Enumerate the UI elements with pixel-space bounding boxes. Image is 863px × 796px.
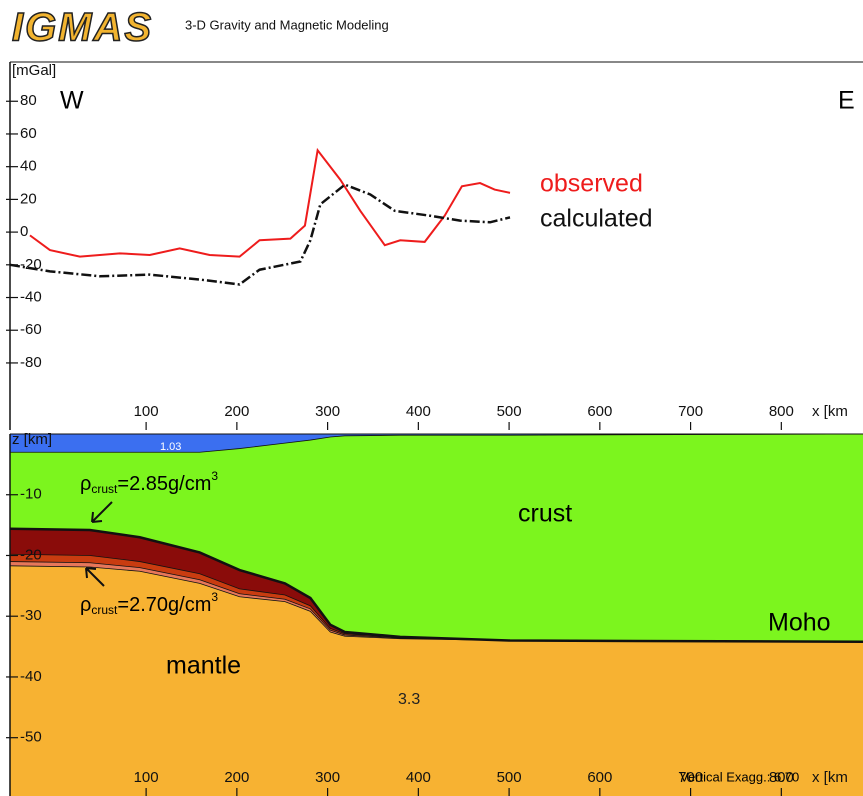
density-part: 3 bbox=[211, 590, 218, 604]
x-axis-label: x [km bbox=[812, 769, 848, 786]
x-tick-label: 300 bbox=[315, 403, 340, 420]
density-label: ρcrust=2.70g/cm3 bbox=[80, 590, 218, 617]
interface-line bbox=[10, 433, 863, 453]
y-axis-label: z [km] bbox=[12, 431, 52, 448]
x-tick-label: 100 bbox=[134, 403, 159, 420]
arrow bbox=[85, 567, 105, 587]
arrows bbox=[85, 501, 113, 587]
density-part: 3 bbox=[211, 469, 218, 483]
y-tick-label: -80 bbox=[20, 354, 42, 371]
y-tick-label: -50 bbox=[20, 729, 42, 746]
x-tick-label: 200 bbox=[224, 769, 249, 786]
water-density: 1.03 bbox=[160, 441, 181, 453]
moho-label: Moho bbox=[768, 609, 831, 637]
x-tick-label: 400 bbox=[406, 403, 431, 420]
x-tick-label: 500 bbox=[497, 403, 522, 420]
x-tick-label: 800 bbox=[769, 769, 794, 786]
interface-line bbox=[9, 527, 863, 643]
density-part: ρ bbox=[80, 473, 91, 495]
crust-label: crust bbox=[518, 500, 572, 528]
series-line bbox=[29, 147, 511, 258]
y-tick-label: -20 bbox=[20, 546, 42, 563]
y-tick-label: -20 bbox=[20, 256, 42, 273]
x-tick-label: 800 bbox=[769, 403, 794, 420]
density-part: =2.85g/cm bbox=[117, 473, 211, 495]
y-tick-label: 0 bbox=[20, 223, 28, 240]
x-tick-label: 700 bbox=[678, 769, 703, 786]
x-tick-label: 600 bbox=[587, 403, 612, 420]
interface-line bbox=[9, 565, 863, 643]
legend-label: observed bbox=[540, 170, 643, 198]
header: IGMAS 3-D Gravity and Magnetic Modeling bbox=[11, 5, 389, 51]
density-part: =2.70g/cm bbox=[117, 594, 211, 616]
y-tick-label: 80 bbox=[20, 92, 37, 109]
density-part: ρ bbox=[80, 594, 91, 616]
interface-line bbox=[9, 553, 863, 643]
logo: IGMAS bbox=[12, 6, 153, 50]
y-tick-label: -10 bbox=[20, 486, 42, 503]
series-line bbox=[9, 183, 511, 286]
layer bbox=[10, 565, 863, 796]
x-axis-label: x [km bbox=[812, 403, 848, 420]
y-tick-label: -60 bbox=[20, 321, 42, 338]
west-label: W bbox=[60, 87, 84, 115]
exaggeration: Vertical Exagg.: 6.70 bbox=[680, 769, 799, 784]
east-label: E bbox=[838, 87, 855, 115]
y-tick-label: 60 bbox=[20, 125, 37, 142]
x-tick-label: 400 bbox=[406, 769, 431, 786]
x-tick-label: 100 bbox=[134, 769, 159, 786]
layer bbox=[10, 528, 863, 642]
y-tick-label: -40 bbox=[20, 668, 42, 685]
y-tick-label: -30 bbox=[20, 607, 42, 624]
y-tick-label: -40 bbox=[20, 288, 42, 305]
interface-line bbox=[9, 561, 863, 643]
density-part: crust bbox=[91, 603, 118, 617]
x-tick-label: 500 bbox=[497, 769, 522, 786]
section-panel: -10 -20 -30 -40 -50 100 200 300 400 500 600 700 800 x… bbox=[6, 431, 863, 796]
app-title: 3-D Gravity and Magnetic Modeling bbox=[185, 17, 389, 32]
x-tick-label: 200 bbox=[224, 403, 249, 420]
density-part: crust bbox=[91, 482, 118, 496]
x-tick-label: 300 bbox=[315, 769, 340, 786]
y-tick-label: 20 bbox=[20, 190, 37, 207]
x-tick-label: 600 bbox=[587, 769, 612, 786]
y-axis-label: [mGal] bbox=[12, 62, 56, 79]
arrow bbox=[91, 501, 113, 523]
y-tick-label: 40 bbox=[20, 158, 37, 175]
layer bbox=[10, 434, 863, 642]
x-tick-label: 700 bbox=[678, 403, 703, 420]
legend-label: calculated bbox=[540, 205, 653, 233]
mantle-label: mantle bbox=[166, 652, 241, 680]
mantle-density: 3.3 bbox=[398, 691, 420, 708]
density-label: ρcrust=2.85g/cm3 bbox=[80, 469, 218, 496]
gravity-panel: -80 -60 -40 -20 0 20 40 60 80 100 200 300 400 500 600 7… bbox=[6, 61, 863, 430]
layer bbox=[10, 434, 863, 453]
